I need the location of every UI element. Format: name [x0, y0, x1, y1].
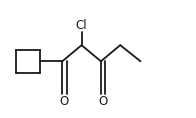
Text: Cl: Cl — [76, 19, 87, 32]
Text: O: O — [98, 95, 108, 108]
Text: O: O — [60, 95, 69, 108]
